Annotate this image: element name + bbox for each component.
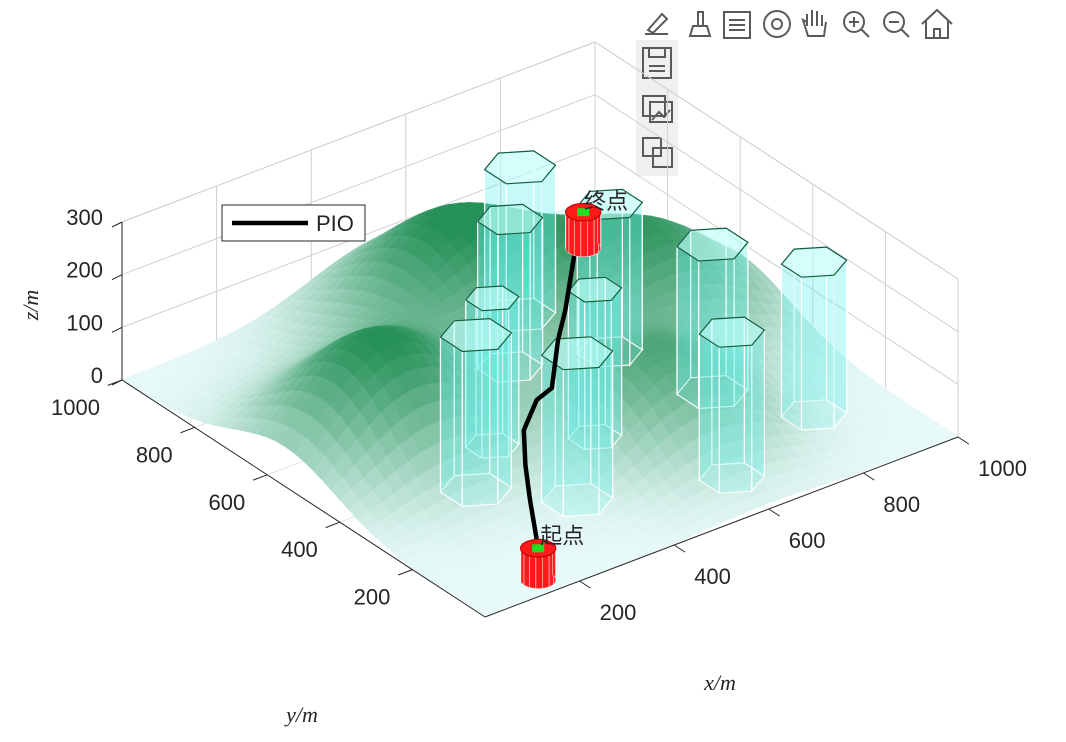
- goal-label: 终点: [584, 189, 628, 214]
- y-tick-label: 1000: [51, 395, 100, 420]
- obstacle-side: [676, 245, 700, 410]
- z-tick-mark: [111, 326, 123, 333]
- home-icon[interactable]: [921, 8, 953, 39]
- x-tick-label: 400: [694, 564, 731, 589]
- x-tick-mark: [863, 472, 875, 481]
- axis-layer: 200 400 600 800 1000 200 400 600 800 1000 0 100 200 3…: [51, 205, 1027, 625]
- x-axis-line: [484, 436, 959, 618]
- x-tick-label: 1000: [978, 456, 1027, 481]
- obstacle: [540, 335, 614, 518]
- path-layer: 起点 终点: [519, 189, 628, 589]
- marker-side: [565, 213, 570, 255]
- x-tick-label: 800: [883, 492, 920, 517]
- y-axis-line: [121, 379, 486, 618]
- marker-side: [523, 553, 530, 588]
- obstacle-side: [439, 336, 463, 508]
- z-tick-mark: [111, 274, 123, 281]
- marker-side: [529, 555, 537, 589]
- obstacle: [439, 317, 513, 508]
- obstacle-side: [780, 263, 803, 432]
- obstacle-top: [780, 246, 848, 278]
- marker-side: [568, 217, 575, 257]
- x-axis-label: x/m: [703, 670, 736, 695]
- copy-icon[interactable]: [642, 137, 673, 168]
- y-tick-label: 200: [354, 585, 391, 610]
- legend-icon[interactable]: [723, 11, 751, 39]
- grid-line: [594, 94, 959, 333]
- z-tick-mark: [111, 379, 123, 386]
- obstacle-top: [567, 276, 623, 303]
- z-tick-mark: [111, 221, 123, 228]
- y-tick-mark: [325, 521, 340, 529]
- grid-line: [121, 41, 596, 223]
- legend-label: PIO: [316, 211, 354, 236]
- zoom-out-icon[interactable]: [883, 11, 910, 38]
- grid-line: [121, 94, 596, 276]
- y-tick-mark: [398, 569, 413, 576]
- edit-icon[interactable]: [645, 12, 669, 35]
- brush-icon[interactable]: [688, 11, 712, 37]
- obstacle-top: [698, 316, 766, 348]
- marker-side: [573, 219, 582, 258]
- legend: PIO: [221, 204, 366, 242]
- z-tick-label: 100: [66, 310, 103, 335]
- marker-side: [587, 218, 595, 257]
- obstacle: [780, 245, 848, 432]
- obstacle: [698, 315, 766, 495]
- z-tick-label: 300: [66, 205, 103, 230]
- obstacle-layer: [439, 149, 848, 518]
- obstacle-side: [698, 333, 720, 495]
- x-tick-label: 600: [789, 528, 826, 553]
- y-axis-label: y/m: [284, 702, 318, 727]
- x-tick-mark: [768, 508, 780, 517]
- x-tick-mark: [673, 544, 686, 553]
- x-tick-mark: [579, 580, 591, 589]
- pan-icon[interactable]: [801, 10, 827, 37]
- y-tick-label: 800: [136, 442, 173, 467]
- y-tick-label: 600: [208, 490, 245, 515]
- marker-point: [577, 208, 590, 217]
- x-tick-label: 200: [600, 600, 637, 625]
- y-tick-mark: [180, 426, 195, 434]
- z-axis-label: z/m: [18, 290, 43, 322]
- y-tick-label: 400: [281, 537, 318, 562]
- marker-side: [535, 556, 544, 589]
- marker-side: [580, 220, 589, 258]
- start-marker: [519, 538, 557, 589]
- z-tick-label: 0: [91, 363, 103, 388]
- obstacle-top: [464, 285, 520, 312]
- obstacle-top: [439, 317, 513, 353]
- grid-line: [594, 146, 959, 385]
- rotate-icon[interactable]: [763, 10, 791, 38]
- obstacle-top: [676, 227, 749, 262]
- start-label: 起点: [540, 523, 584, 548]
- toolbar: [636, 8, 953, 176]
- z-tick-label: 200: [66, 258, 103, 283]
- marker-side: [520, 549, 525, 586]
- path-line: [521, 211, 586, 549]
- marker-side: [542, 555, 550, 589]
- image-icon[interactable]: [642, 95, 673, 123]
- y-tick-mark: [252, 474, 268, 481]
- grid-line: [594, 41, 959, 280]
- marker-point: [532, 544, 545, 553]
- x-tick-mark: [957, 436, 970, 445]
- zoom-in-icon[interactable]: [843, 11, 870, 38]
- obstacle-top: [483, 150, 557, 185]
- obstacle-top: [476, 203, 544, 236]
- save-icon[interactable]: [642, 47, 672, 79]
- goal-marker: [564, 202, 602, 258]
